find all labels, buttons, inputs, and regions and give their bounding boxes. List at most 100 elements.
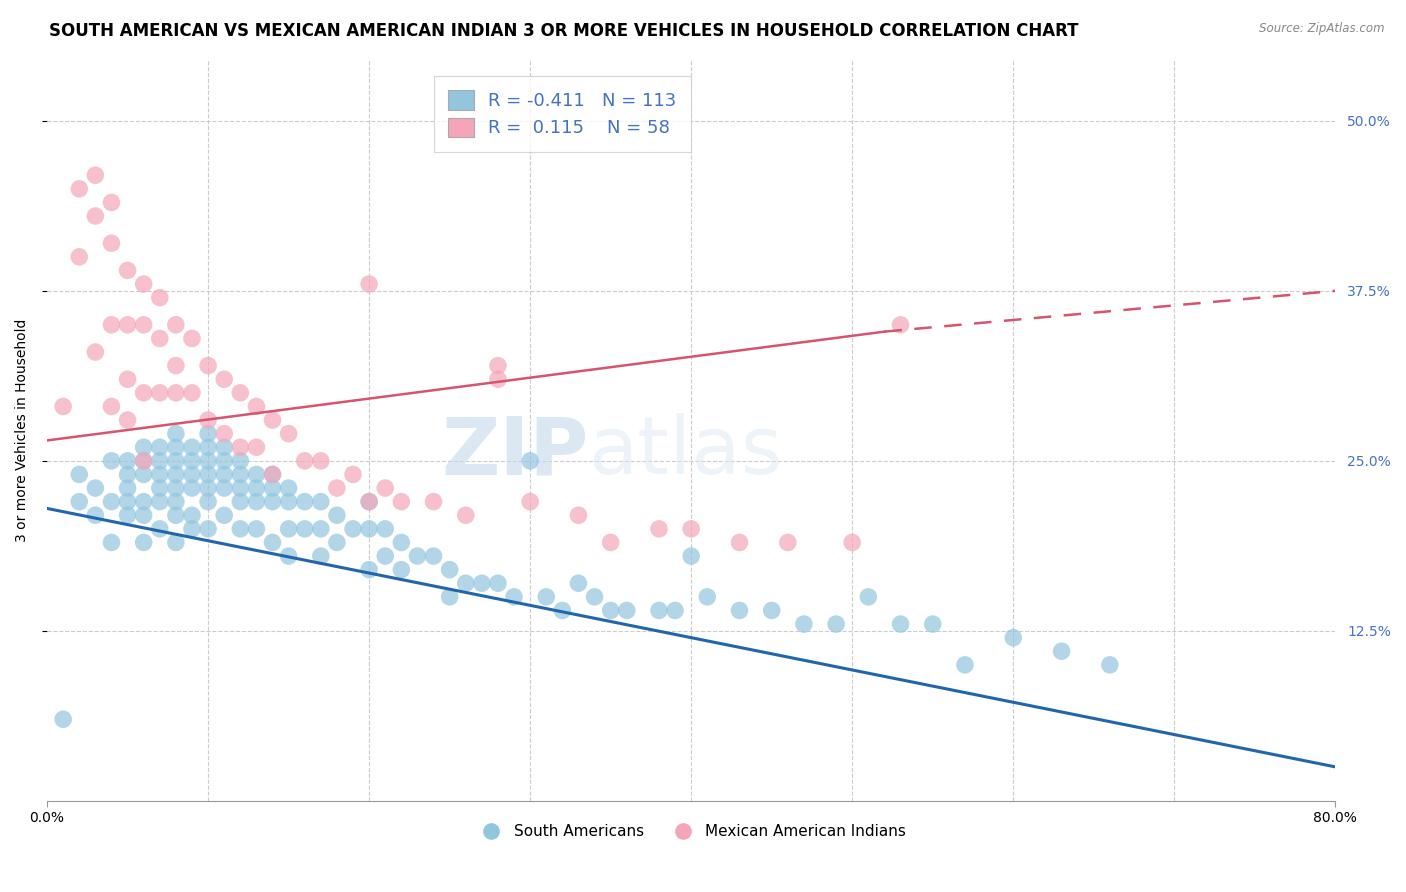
Point — [197, 426, 219, 441]
Point — [389, 494, 412, 508]
Point — [294, 494, 316, 508]
Point — [67, 467, 90, 482]
Point — [67, 494, 90, 508]
Point — [519, 454, 541, 468]
Text: atlas: atlas — [588, 414, 783, 491]
Point — [197, 494, 219, 508]
Point — [229, 481, 252, 495]
Text: SOUTH AMERICAN VS MEXICAN AMERICAN INDIAN 3 OR MORE VEHICLES IN HOUSEHOLD CORREL: SOUTH AMERICAN VS MEXICAN AMERICAN INDIA… — [49, 22, 1078, 40]
Point — [52, 712, 75, 726]
Point — [277, 426, 299, 441]
Point — [551, 603, 574, 617]
Point — [229, 385, 252, 400]
Point — [277, 481, 299, 495]
Point — [921, 617, 943, 632]
Point — [245, 494, 267, 508]
Point — [648, 522, 671, 536]
Point — [262, 481, 284, 495]
Point — [84, 168, 107, 182]
Point — [117, 413, 139, 427]
Point — [309, 454, 332, 468]
Point — [294, 454, 316, 468]
Point — [374, 549, 396, 563]
Point — [197, 481, 219, 495]
Point — [696, 590, 718, 604]
Point — [117, 318, 139, 332]
Point — [761, 603, 783, 617]
Point — [342, 522, 364, 536]
Point — [359, 494, 381, 508]
Point — [165, 318, 187, 332]
Point — [503, 590, 526, 604]
Point — [277, 494, 299, 508]
Point — [1002, 631, 1025, 645]
Point — [583, 590, 606, 604]
Point — [454, 508, 477, 523]
Point — [132, 508, 155, 523]
Point — [858, 590, 880, 604]
Point — [165, 454, 187, 468]
Point — [132, 454, 155, 468]
Point — [165, 481, 187, 495]
Point — [359, 522, 381, 536]
Point — [181, 331, 204, 345]
Point — [841, 535, 863, 549]
Point — [132, 467, 155, 482]
Point — [165, 359, 187, 373]
Y-axis label: 3 or more Vehicles in Household: 3 or more Vehicles in Household — [15, 318, 30, 542]
Point — [165, 494, 187, 508]
Point — [132, 454, 155, 468]
Point — [212, 440, 235, 454]
Point — [309, 494, 332, 508]
Point — [197, 454, 219, 468]
Point — [100, 535, 122, 549]
Point — [117, 508, 139, 523]
Point — [181, 481, 204, 495]
Point — [599, 535, 621, 549]
Point — [681, 522, 703, 536]
Point — [1098, 657, 1121, 672]
Point — [309, 549, 332, 563]
Point — [149, 467, 172, 482]
Point — [374, 522, 396, 536]
Point — [889, 318, 911, 332]
Point — [117, 494, 139, 508]
Point — [67, 250, 90, 264]
Point — [197, 467, 219, 482]
Point — [117, 263, 139, 277]
Point — [212, 454, 235, 468]
Point — [825, 617, 848, 632]
Point — [536, 590, 558, 604]
Point — [84, 345, 107, 359]
Point — [245, 481, 267, 495]
Point — [616, 603, 638, 617]
Point — [342, 467, 364, 482]
Point — [486, 372, 509, 386]
Point — [599, 603, 621, 617]
Point — [117, 372, 139, 386]
Point — [664, 603, 686, 617]
Point — [326, 535, 349, 549]
Text: ZIP: ZIP — [441, 414, 588, 491]
Point — [519, 494, 541, 508]
Point — [52, 400, 75, 414]
Point — [262, 413, 284, 427]
Point — [262, 467, 284, 482]
Point — [229, 454, 252, 468]
Point — [245, 400, 267, 414]
Point — [212, 508, 235, 523]
Point — [389, 535, 412, 549]
Point — [277, 522, 299, 536]
Point — [100, 236, 122, 251]
Point — [889, 617, 911, 632]
Point — [165, 440, 187, 454]
Point — [262, 535, 284, 549]
Point — [149, 331, 172, 345]
Point — [181, 522, 204, 536]
Point — [728, 603, 751, 617]
Point — [197, 359, 219, 373]
Point — [165, 426, 187, 441]
Point — [229, 440, 252, 454]
Point — [728, 535, 751, 549]
Point — [439, 590, 461, 604]
